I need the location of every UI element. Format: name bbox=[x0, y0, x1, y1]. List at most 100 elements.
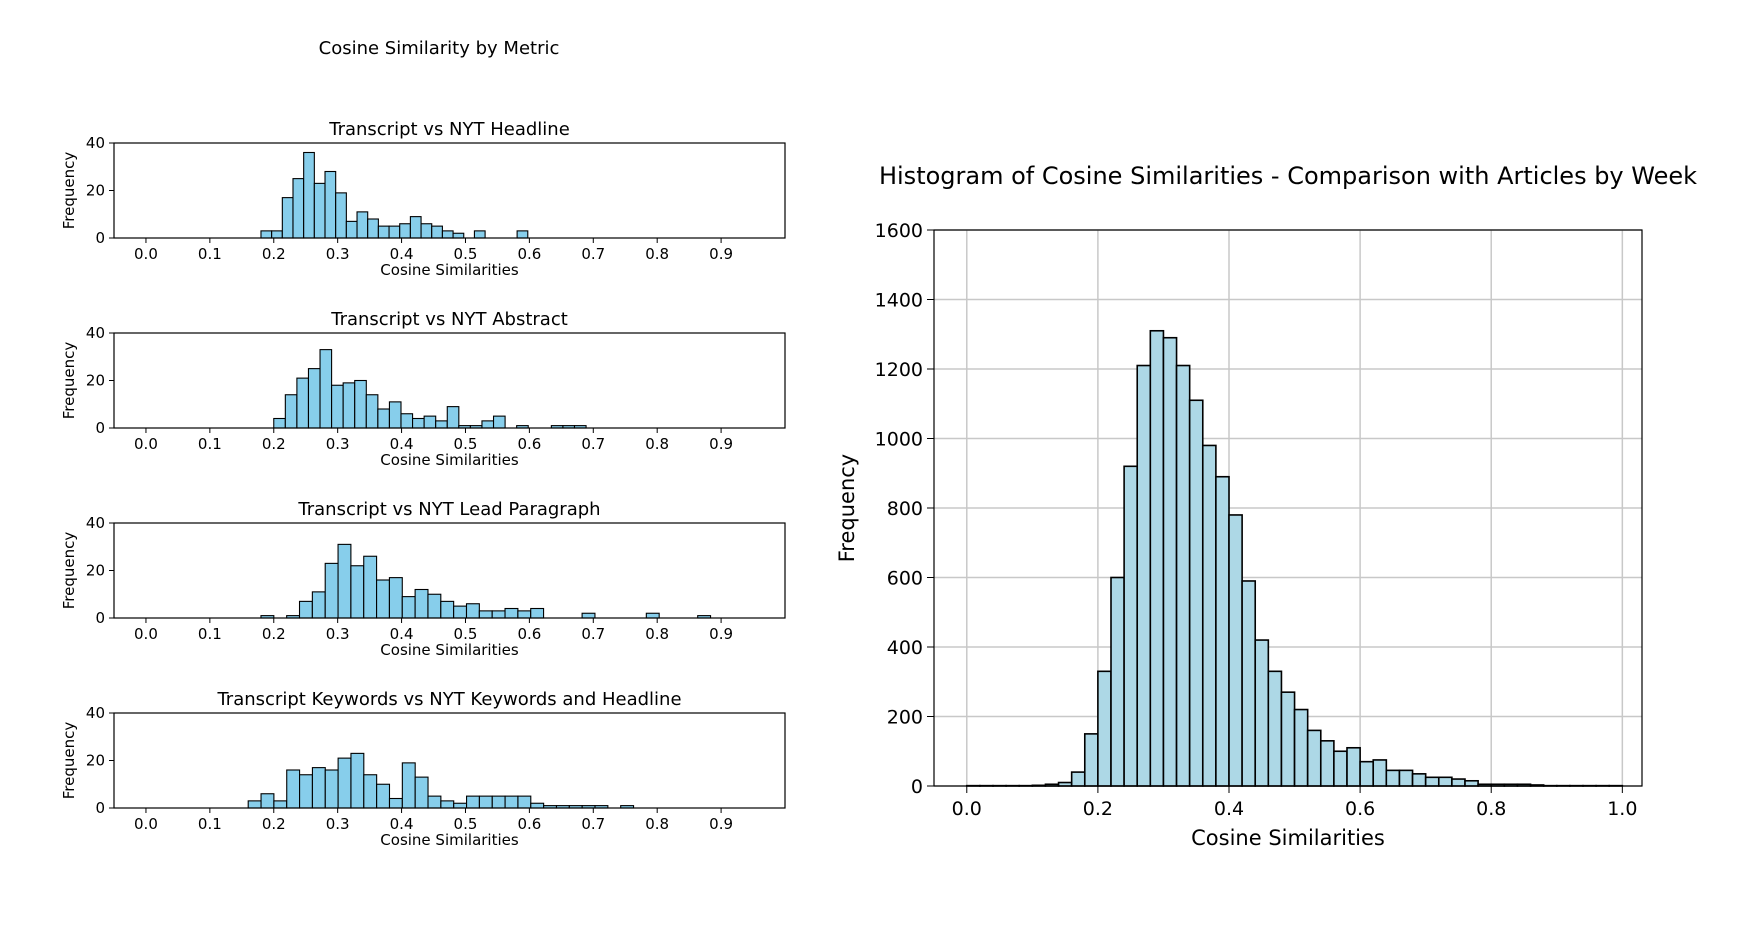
x-tick-label: 0.2 bbox=[262, 245, 286, 263]
x-axis-label: Cosine Similarities bbox=[380, 641, 519, 659]
x-tick-label: 0.0 bbox=[134, 625, 158, 643]
x-tick-label: 0.4 bbox=[1214, 798, 1244, 820]
y-tick-label: 40 bbox=[86, 324, 105, 342]
x-tick-label: 0.4 bbox=[390, 625, 414, 643]
histogram-bar bbox=[1333, 750, 1348, 787]
histogram-bar bbox=[1188, 399, 1204, 787]
x-axis-label: Cosine Similarities bbox=[1191, 826, 1385, 850]
x-tick-label: 0.3 bbox=[326, 625, 350, 643]
histogram-bar bbox=[414, 776, 429, 809]
histogram-bar bbox=[247, 800, 262, 809]
histogram-bar bbox=[376, 783, 391, 809]
histogram-bar bbox=[1110, 576, 1125, 787]
y-tick-label: 40 bbox=[86, 134, 105, 152]
chart-title: Transcript vs NYT Headline bbox=[328, 119, 570, 140]
histogram-bar bbox=[1385, 769, 1401, 787]
histogram-bar bbox=[284, 394, 298, 429]
histogram-bar bbox=[1451, 778, 1466, 787]
histogram-bar bbox=[292, 178, 305, 239]
y-tick-label: 0 bbox=[95, 419, 105, 437]
histogram-bar bbox=[281, 197, 294, 239]
x-tick-label: 0.8 bbox=[645, 245, 669, 263]
histogram-bar bbox=[492, 415, 506, 429]
y-tick-label: 1200 bbox=[875, 359, 923, 381]
histogram-bar bbox=[530, 607, 545, 619]
histogram-bar bbox=[446, 406, 460, 429]
x-tick-label: 0.6 bbox=[517, 245, 541, 263]
chart-3: 0.0 0.1 0.2 0.3 0.4 0.5 0.6 0.7 0.8 0.9 0 20 40 Cosin… bbox=[60, 499, 786, 659]
y-tick-label: 40 bbox=[86, 514, 105, 532]
x-tick-label: 0.7 bbox=[581, 625, 605, 643]
histogram-bar bbox=[414, 588, 429, 619]
histogram-bar bbox=[1359, 760, 1375, 787]
histogram-bar bbox=[409, 216, 422, 239]
histogram-bar bbox=[440, 600, 455, 619]
x-axis-label: Cosine Similarities bbox=[380, 261, 519, 279]
x-tick-label: 0.2 bbox=[262, 815, 286, 833]
x-axis-label: Cosine Similarities bbox=[380, 831, 519, 849]
x-axis-label: Cosine Similarities bbox=[380, 451, 519, 469]
y-tick-label: 0 bbox=[95, 609, 105, 627]
x-tick-label: 0.5 bbox=[454, 435, 478, 453]
histogram-bar bbox=[441, 230, 454, 239]
x-tick-label: 0.8 bbox=[1476, 798, 1506, 820]
histogram-bar bbox=[478, 795, 493, 809]
histogram-bar bbox=[273, 417, 286, 429]
x-tick-label: 0.0 bbox=[134, 815, 158, 833]
chart-title: Transcript vs NYT Abstract bbox=[330, 309, 568, 330]
x-tick-label: 0.1 bbox=[198, 625, 222, 643]
x-tick-label: 0.1 bbox=[198, 815, 222, 833]
histogram-bar bbox=[1162, 336, 1178, 787]
histogram-bar bbox=[1083, 733, 1099, 787]
histogram-bar bbox=[645, 612, 660, 619]
histogram-bar bbox=[1319, 740, 1335, 787]
histogram-bar bbox=[1464, 779, 1479, 787]
histogram-bar bbox=[365, 394, 379, 429]
y-axis-label: Frequency bbox=[60, 342, 78, 420]
x-tick-label: 0.7 bbox=[581, 435, 605, 453]
histogram-bar bbox=[388, 225, 401, 239]
y-tick-label: 1000 bbox=[875, 429, 923, 451]
histogram-bar bbox=[350, 752, 365, 809]
histogram-bar bbox=[376, 579, 390, 619]
y-tick-label: 20 bbox=[86, 182, 105, 200]
x-tick-label: 0.2 bbox=[262, 435, 286, 453]
x-tick-label: 0.5 bbox=[454, 625, 478, 643]
histogram-bar bbox=[1346, 746, 1361, 787]
histogram-bar bbox=[331, 384, 344, 429]
histogram-bar bbox=[1149, 329, 1165, 787]
histogram-bar bbox=[1398, 769, 1414, 787]
histogram-bar bbox=[412, 417, 425, 429]
histogram-bar bbox=[363, 774, 378, 809]
histogram-bar bbox=[1372, 759, 1388, 787]
x-tick-label: 0.5 bbox=[454, 245, 478, 263]
chart-4: 0.0 0.1 0.2 0.3 0.4 0.5 0.6 0.7 0.8 0.9 0 20 40 Cosin… bbox=[60, 689, 786, 849]
histogram-bar bbox=[504, 607, 519, 619]
histogram-bar bbox=[530, 802, 545, 809]
x-tick-label: 0.6 bbox=[517, 815, 541, 833]
x-tick-label: 0.5 bbox=[454, 815, 478, 833]
histogram-bar bbox=[491, 610, 506, 619]
histogram-bar bbox=[1293, 708, 1309, 787]
histogram-bar bbox=[324, 769, 339, 809]
histogram-bar bbox=[367, 218, 379, 239]
histogram-bar bbox=[1201, 444, 1217, 787]
x-tick-label: 0.8 bbox=[645, 435, 669, 453]
y-axis-label: Frequency bbox=[60, 722, 78, 800]
histogram-bar bbox=[286, 769, 301, 809]
y-axis-label: Frequency bbox=[835, 454, 859, 563]
histogram-bar bbox=[401, 762, 416, 809]
y-axis-label: Frequency bbox=[60, 532, 78, 610]
y-tick-label: 200 bbox=[887, 707, 923, 729]
axes-frame bbox=[113, 142, 786, 239]
x-tick-label: 0.1 bbox=[198, 435, 222, 453]
histogram-bar bbox=[435, 420, 448, 429]
histogram-bar bbox=[453, 605, 468, 619]
histogram-bar bbox=[296, 377, 310, 429]
histogram-bar bbox=[400, 413, 414, 429]
histogram-bar bbox=[260, 793, 275, 809]
x-tick-label: 0.4 bbox=[390, 815, 414, 833]
histogram-bar bbox=[345, 220, 358, 239]
histogram-bar bbox=[388, 577, 403, 619]
histogram-bar bbox=[399, 223, 411, 239]
